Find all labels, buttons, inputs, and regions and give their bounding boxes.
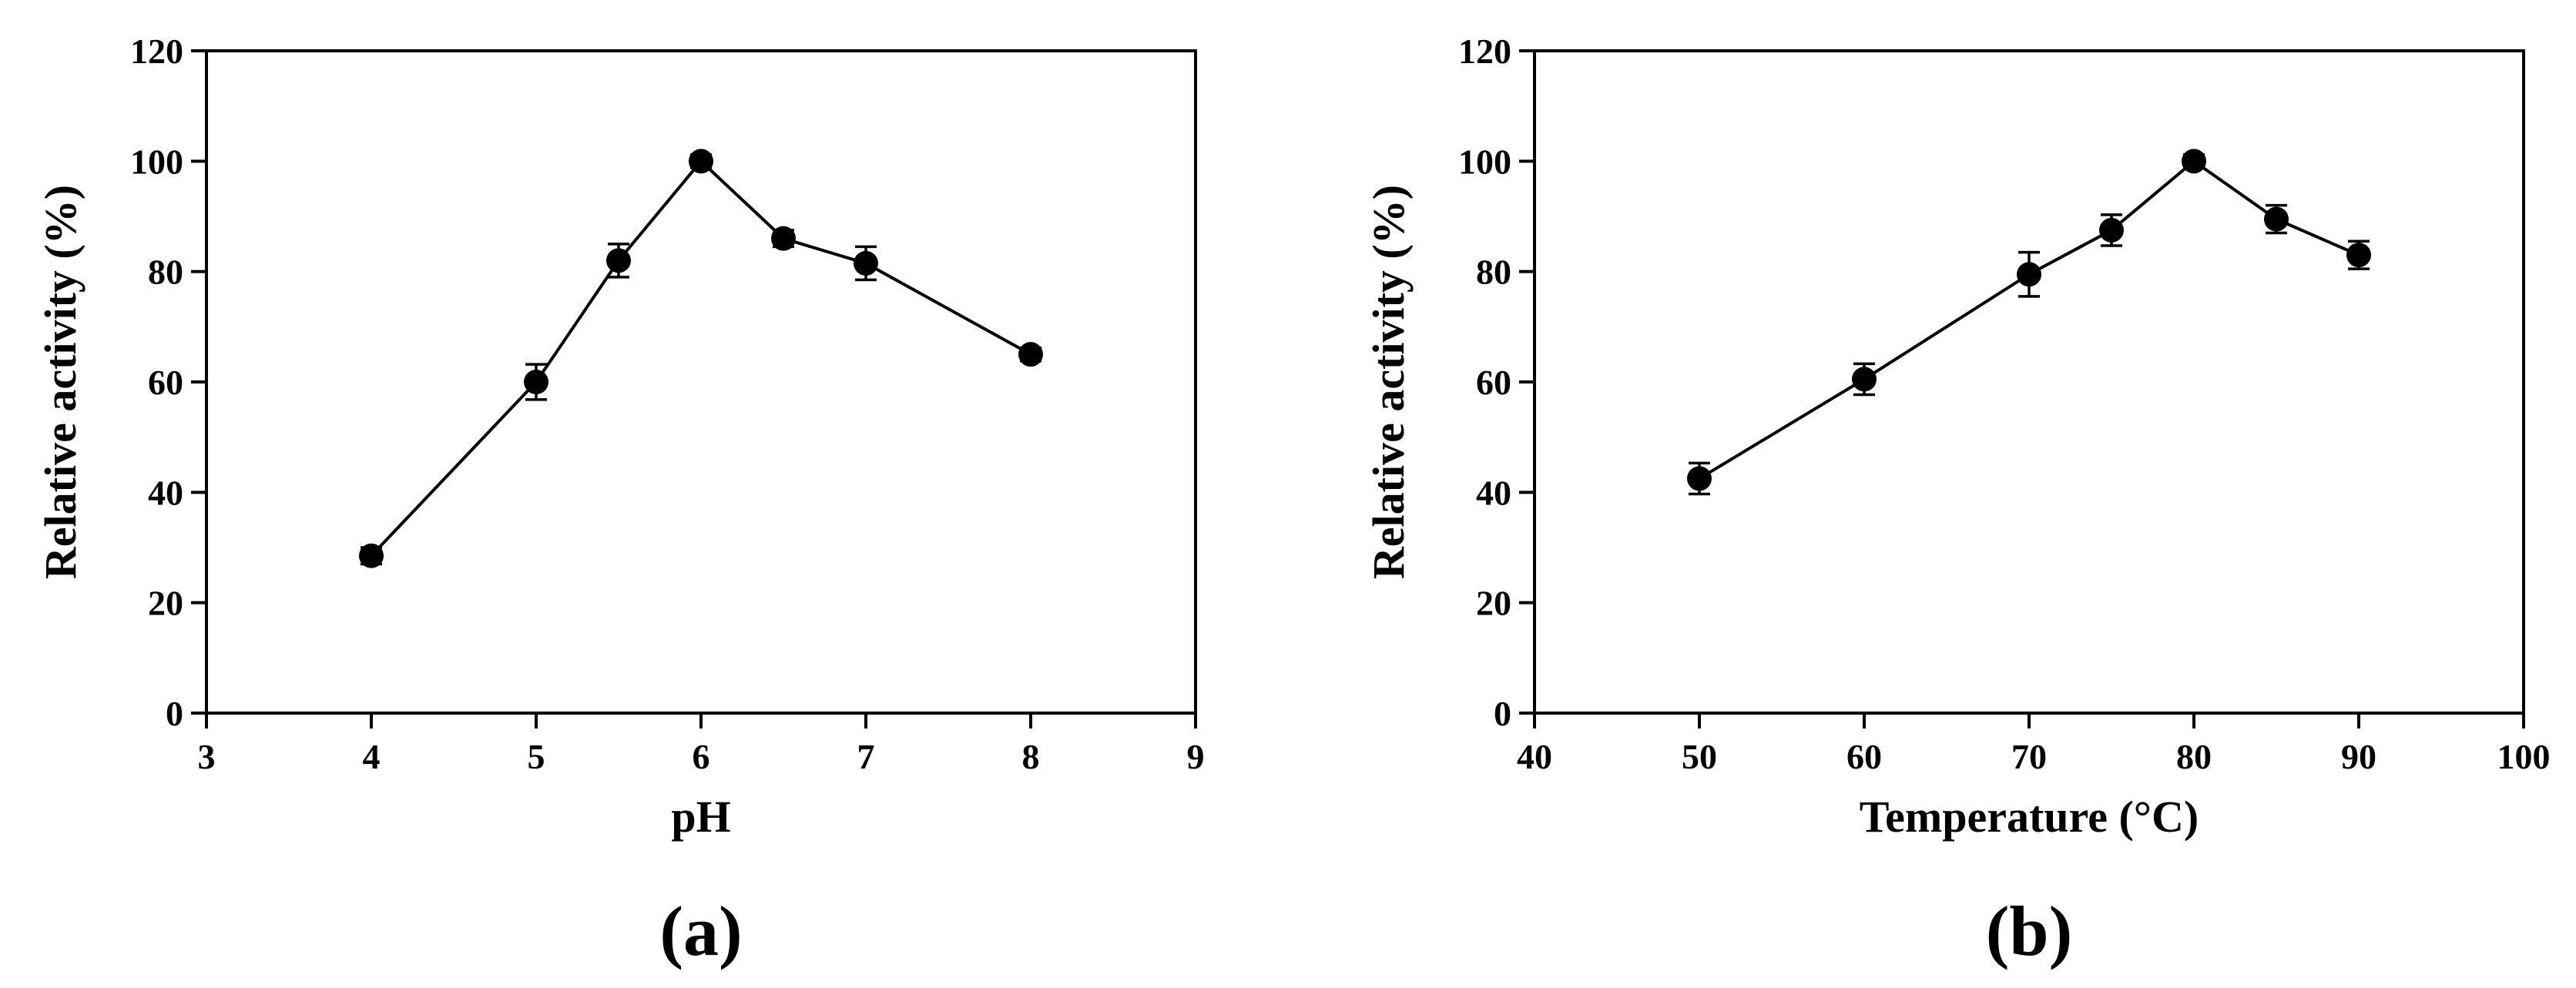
x-tick-label: 7 <box>857 737 875 776</box>
y-tick-label: 20 <box>1476 584 1511 623</box>
series-line <box>1698 159 2360 481</box>
series-line <box>370 159 1031 558</box>
data-point <box>1852 367 1877 392</box>
data-point <box>359 543 384 568</box>
data-point <box>2099 217 2124 243</box>
y-axis-label-b: Relative activity (%) <box>1363 185 1414 579</box>
x-tick-label: 4 <box>363 737 381 776</box>
y-tick-label: 0 <box>1494 694 1511 733</box>
x-tick-label: 3 <box>198 737 216 776</box>
x-tick-label: 50 <box>1682 737 1717 776</box>
panel-label-b: (b) <box>1986 892 2072 970</box>
plot-frame-b <box>1533 49 2525 715</box>
data-point <box>2264 206 2289 232</box>
y-tick-label: 80 <box>148 253 183 292</box>
data-point <box>854 250 878 276</box>
data-point <box>2182 149 2206 174</box>
x-tick-label: 90 <box>2341 737 2376 776</box>
y-tick-label: 80 <box>1476 253 1511 292</box>
y-tick-label: 40 <box>148 473 183 512</box>
x-tick-label: 40 <box>1517 737 1552 776</box>
y-tick-label: 60 <box>148 363 183 402</box>
data-point <box>1687 466 1712 491</box>
y-ticks-b: 0 20 40 60 80 100 120 <box>1458 32 1535 733</box>
x-tick-label: 6 <box>693 737 710 776</box>
y-ticks-a: 0 20 40 60 80 100 120 <box>130 32 206 733</box>
y-tick-label: 20 <box>148 584 183 623</box>
x-tick-label: 100 <box>2497 737 2551 776</box>
data-point <box>2017 262 2041 287</box>
data-point <box>689 149 713 174</box>
x-ticks-b: 40 50 60 70 80 90 100 <box>1517 713 2551 776</box>
data-point <box>524 370 548 394</box>
data-point <box>1018 342 1043 367</box>
chart-panel-a: 3 4 5 6 7 8 9 0 20 40 60 80 100 120 pH Relative acti… <box>35 32 1205 970</box>
x-ticks-a: 3 4 5 6 7 8 9 <box>198 713 1205 776</box>
x-tick-label: 80 <box>2176 737 2212 776</box>
y-tick-label: 100 <box>130 142 183 181</box>
x-axis-label-b: Temperature (°C) <box>1860 792 2199 842</box>
series-a <box>359 149 1043 568</box>
x-axis-label-a: pH <box>671 792 730 842</box>
data-point <box>606 248 631 273</box>
y-tick-label: 120 <box>1458 32 1511 71</box>
y-tick-label: 0 <box>166 694 183 733</box>
x-tick-label: 5 <box>528 737 545 776</box>
x-tick-label: 8 <box>1022 737 1040 776</box>
x-tick-label: 70 <box>2011 737 2047 776</box>
data-point <box>2346 243 2371 268</box>
chart-panel-b: 40 50 60 70 80 90 100 0 20 40 60 80 100 120 Temperat… <box>1363 32 2551 970</box>
y-tick-label: 60 <box>1476 363 1511 402</box>
data-point <box>771 226 796 251</box>
y-tick-label: 40 <box>1476 473 1511 512</box>
y-tick-label: 120 <box>130 32 183 71</box>
x-tick-label: 9 <box>1187 737 1205 776</box>
y-tick-label: 100 <box>1458 142 1511 181</box>
y-axis-label-a: Relative activity (%) <box>35 185 86 579</box>
series-b <box>1687 149 2371 496</box>
x-tick-label: 60 <box>1846 737 1882 776</box>
panel-label-a: (a) <box>659 892 742 970</box>
